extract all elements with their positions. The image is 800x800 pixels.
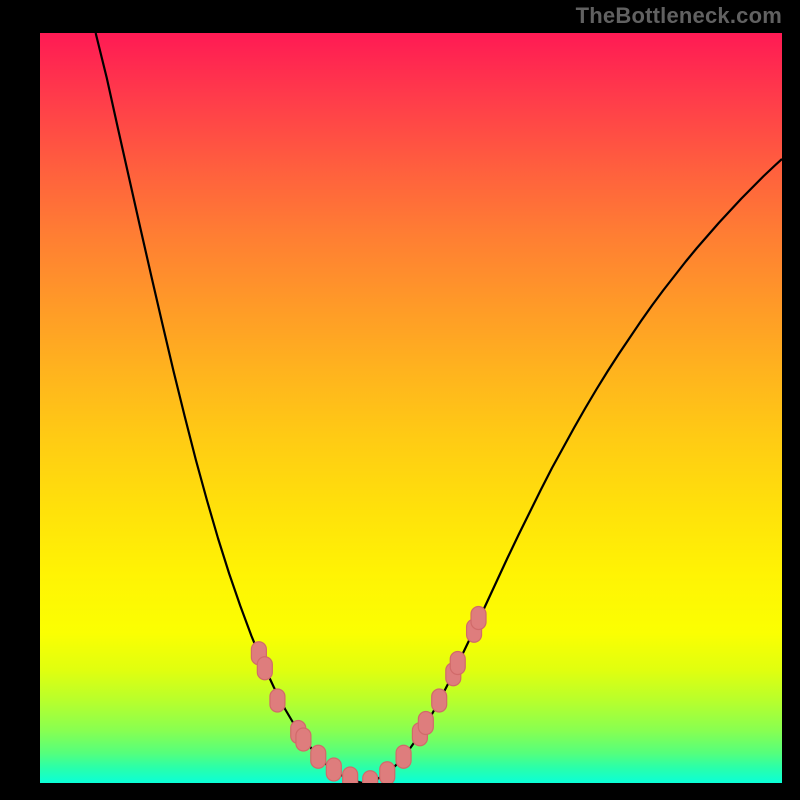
chart-frame: TheBottleneck.com xyxy=(0,0,800,800)
marker-point xyxy=(296,728,311,751)
chart-svg xyxy=(40,33,782,783)
marker-layer xyxy=(251,607,486,784)
marker-point xyxy=(326,758,341,781)
marker-point xyxy=(471,607,486,630)
marker-point xyxy=(380,762,395,783)
marker-point xyxy=(270,689,285,712)
marker-point xyxy=(257,657,272,680)
marker-point xyxy=(450,652,465,675)
bottleneck-curve xyxy=(96,33,782,783)
marker-point xyxy=(396,745,411,768)
plot-area xyxy=(40,33,782,783)
marker-point xyxy=(363,771,378,783)
x-axis-strip xyxy=(40,783,782,800)
marker-point xyxy=(343,767,358,783)
marker-point xyxy=(418,712,433,735)
marker-point xyxy=(311,745,326,768)
marker-point xyxy=(432,689,447,712)
watermark-label: TheBottleneck.com xyxy=(576,3,782,29)
